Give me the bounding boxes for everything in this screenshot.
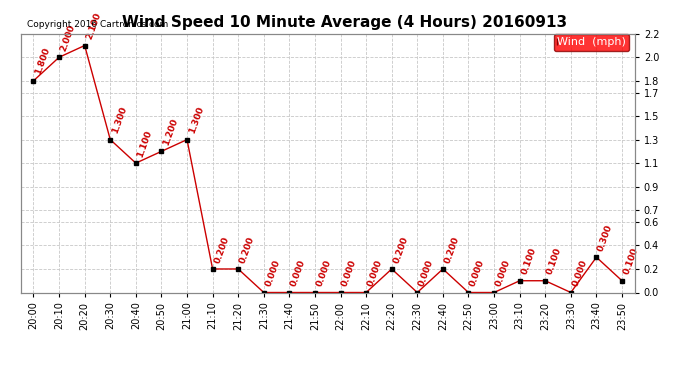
Text: 0.000: 0.000 — [469, 258, 486, 288]
Text: 1.300: 1.300 — [187, 105, 205, 135]
Text: 2.100: 2.100 — [85, 11, 103, 41]
Text: 0.100: 0.100 — [545, 247, 563, 276]
Text: 0.000: 0.000 — [417, 258, 435, 288]
Text: 1.100: 1.100 — [136, 129, 154, 158]
Text: 1.200: 1.200 — [161, 117, 179, 147]
Text: 0.000: 0.000 — [289, 258, 307, 288]
Text: Wind Speed 10 Minute Average (4 Hours) 20160913: Wind Speed 10 Minute Average (4 Hours) 2… — [122, 15, 568, 30]
Text: 0.000: 0.000 — [315, 258, 333, 288]
Text: 0.000: 0.000 — [571, 258, 589, 288]
Text: 1.800: 1.800 — [34, 46, 52, 76]
Legend: Wind  (mph): Wind (mph) — [553, 34, 629, 51]
Text: 0.200: 0.200 — [238, 235, 256, 264]
Text: 0.300: 0.300 — [596, 223, 615, 252]
Text: 1.300: 1.300 — [110, 105, 128, 135]
Text: 0.000: 0.000 — [341, 258, 359, 288]
Text: 0.100: 0.100 — [622, 247, 640, 276]
Text: 0.000: 0.000 — [366, 258, 384, 288]
Text: 0.000: 0.000 — [264, 258, 282, 288]
Text: 0.100: 0.100 — [520, 247, 538, 276]
Text: 0.200: 0.200 — [213, 235, 230, 264]
Text: 2.000: 2.000 — [59, 23, 77, 52]
Text: 0.000: 0.000 — [494, 258, 512, 288]
Text: 0.200: 0.200 — [443, 235, 461, 264]
Text: 0.200: 0.200 — [392, 235, 410, 264]
Text: Copyright 2016 Cartronics.com: Copyright 2016 Cartronics.com — [27, 20, 168, 28]
